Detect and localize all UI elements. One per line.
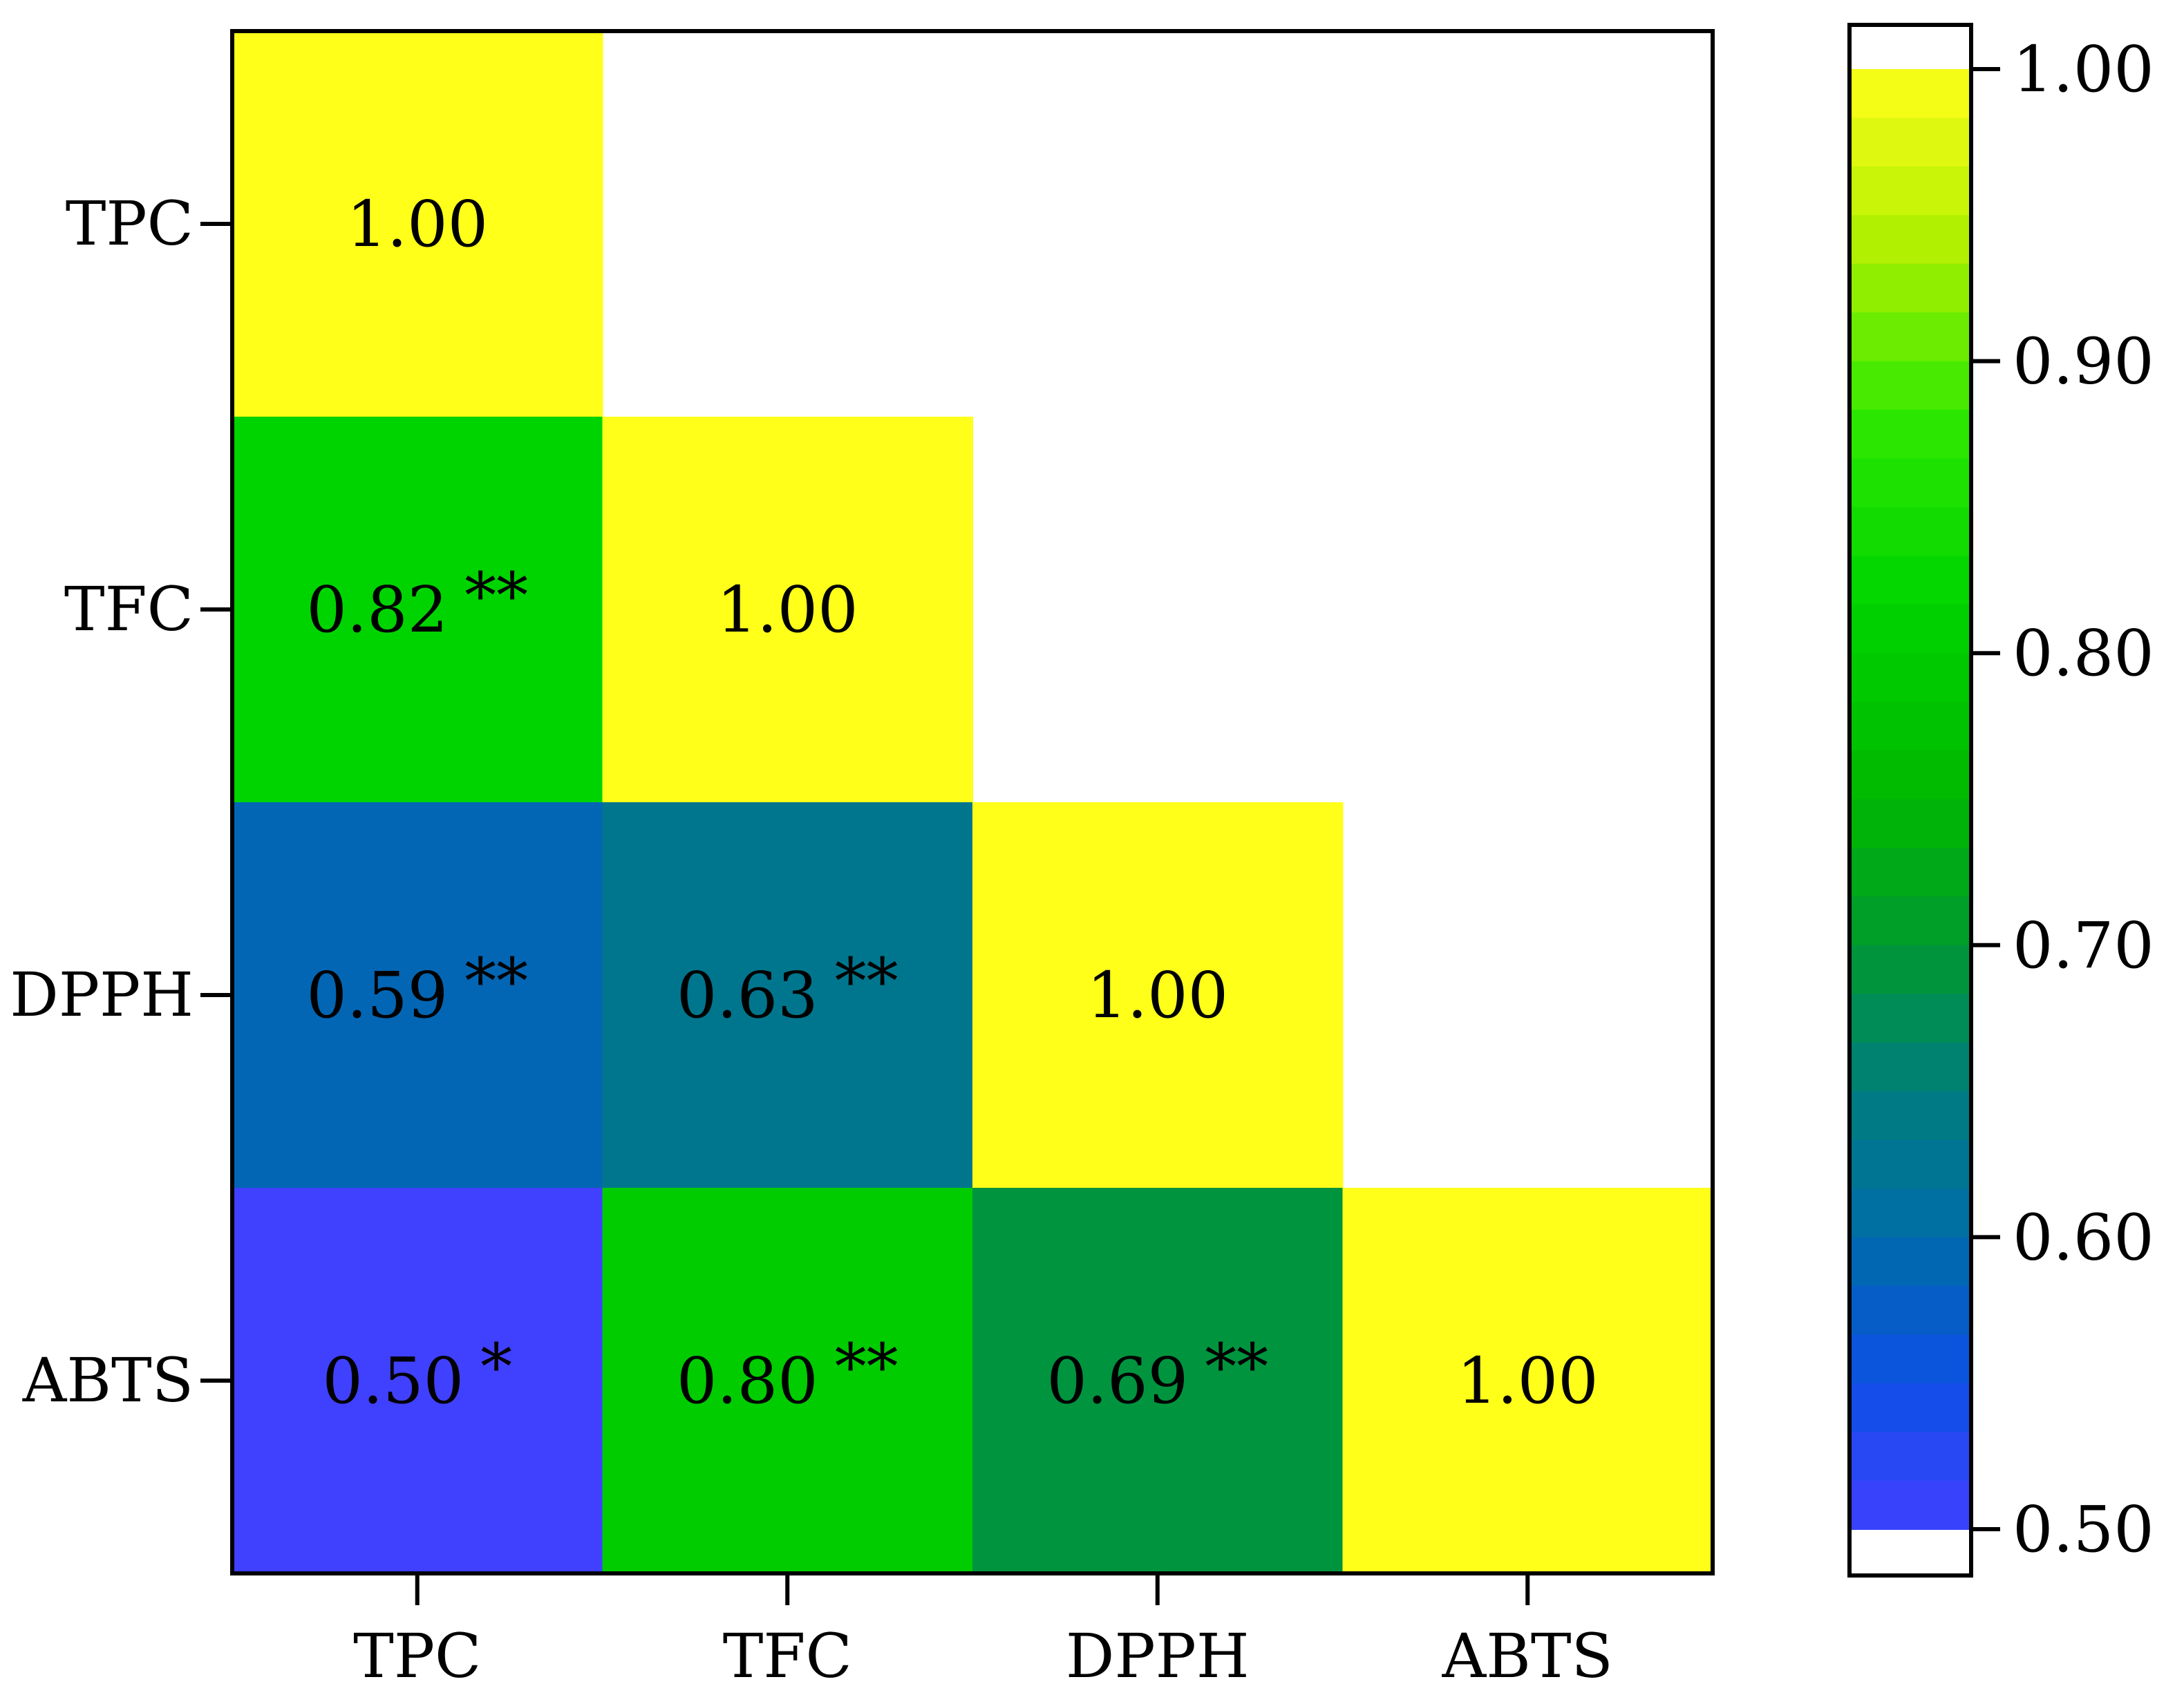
cell-value-label: 1.00 [1086,958,1228,1032]
cell-value: 0.82 [306,573,448,647]
colorbar-segment [1849,410,1971,460]
plot-frame [230,29,1715,1575]
cell-value-label: 0.80 ** [677,1330,898,1418]
heatmap-cell-dpph-tfc [602,802,973,1189]
cell-value-label: 0.59 ** [306,945,528,1032]
colorbar-segment [1849,604,1971,654]
cell-value-label: 0.69 ** [1046,1330,1268,1418]
colorbar-segment [1849,945,1971,995]
colorbar: 0.50 0.60 0.70 0.80 0.90 1.00 [1847,23,2154,1578]
cell-value: 0.63 [677,958,818,1032]
colorbar-segment [1849,1432,1971,1481]
cell-value: 0.50 [322,1344,464,1418]
colorbar-segment [1849,994,1971,1043]
cell-value-label: 0.50 * [322,1330,512,1418]
heatmap-cells: 1.000.82 ** 1.000.59 ** 0.63 ** 1.000.50 * 0.80 *… [232,31,1713,1574]
colorbar-segment [1849,896,1971,946]
colorbar-segment [1849,458,1971,508]
colorbar-segment [1849,263,1971,314]
colorbar-segment [1849,750,1971,800]
significance-marker: * [480,1330,512,1404]
cell-value-label: 0.82 ** [306,559,528,647]
cell-value: 0.80 [677,1344,818,1418]
heatmap-cell-abts-abts [1342,1188,1713,1574]
colorbar-tick-label: 0.70 [2013,909,2154,983]
cell-value-label: 1.00 [346,187,488,261]
x-tick-label-dpph: DPPH [1066,1620,1250,1692]
colorbar-tick-label: 0.80 [2013,616,2154,690]
colorbar-tick-label: 0.90 [2013,325,2154,399]
significance-marker: ** [464,559,528,633]
x-tick-label-abts: ABTS [1442,1620,1613,1692]
colorbar-segment [1849,117,1971,167]
cell-value-label: 1.00 [717,573,858,647]
heatmap-cell-abts-dpph [972,1188,1344,1574]
y-tick-label-dpph: DPPH [10,959,194,1030]
colorbar-segment [1849,312,1971,362]
heatmap-cell-tpc-tpc [232,31,603,417]
x-tick-label-tpc: TPC [353,1620,481,1692]
heatmap-cell-abts-tfc [602,1188,973,1574]
heatmap-cell-dpph-dpph [972,802,1344,1189]
cell-value: 0.69 [1046,1344,1188,1418]
cell-value: 1.00 [1457,1344,1599,1418]
x-tick-label-tfc: TFC [723,1620,852,1692]
colorbar-segment [1849,1334,1971,1384]
axes: TPC TFC DPPH ABTS TPC TFC DPPH ABTS [10,188,1613,1692]
cell-value: 0.59 [306,958,448,1032]
colorbar-segment [1849,166,1971,216]
significance-marker: ** [464,945,528,1019]
heatmap-cell-tfc-tpc [232,417,603,803]
colorbar-segment [1849,1139,1971,1189]
y-tick-label-tfc: TFC [64,574,194,645]
significance-marker: ** [835,945,898,1019]
y-tick-label-abts: ABTS [22,1345,194,1416]
colorbar-tick-label: 0.50 [2013,1493,2154,1566]
colorbar-segment [1849,215,1971,265]
heatmap-cell-tfc-tfc [602,417,973,803]
cell-value: 1.00 [1086,958,1228,1032]
heatmap-cell-dpph-tpc [232,802,603,1189]
colorbar-segment [1849,69,1971,119]
colorbar-segment [1849,799,1971,849]
colorbar-tick-label: 1.00 [2013,32,2154,106]
colorbar-segment [1849,847,1971,898]
cell-value-label: 0.63 ** [677,945,898,1032]
colorbar-segment [1849,1188,1971,1238]
heatmap-cell-abts-tpc [232,1188,603,1574]
colorbar-segment [1849,556,1971,605]
colorbar-segment [1849,1237,1971,1287]
significance-marker: ** [835,1330,898,1404]
colorbar-segment [1849,1285,1971,1336]
colorbar-segment [1849,507,1971,557]
cell-value-label: 1.00 [1457,1344,1599,1418]
colorbar-segment [1849,1042,1971,1092]
colorbar-segment [1849,1383,1971,1433]
colorbar-segment [1849,701,1971,752]
cell-value: 1.00 [717,573,858,647]
cell-value: 1.00 [346,187,488,261]
colorbar-segment [1849,361,1971,411]
colorbar-segment [1849,1091,1971,1141]
y-tick-label-tpc: TPC [66,188,194,259]
colorbar-segment [1849,653,1971,703]
significance-marker: ** [1205,1330,1268,1404]
colorbar-tick-label: 0.60 [2013,1200,2154,1274]
colorbar-frame [1847,23,1973,1578]
colorbar-segment [1849,1480,1971,1530]
